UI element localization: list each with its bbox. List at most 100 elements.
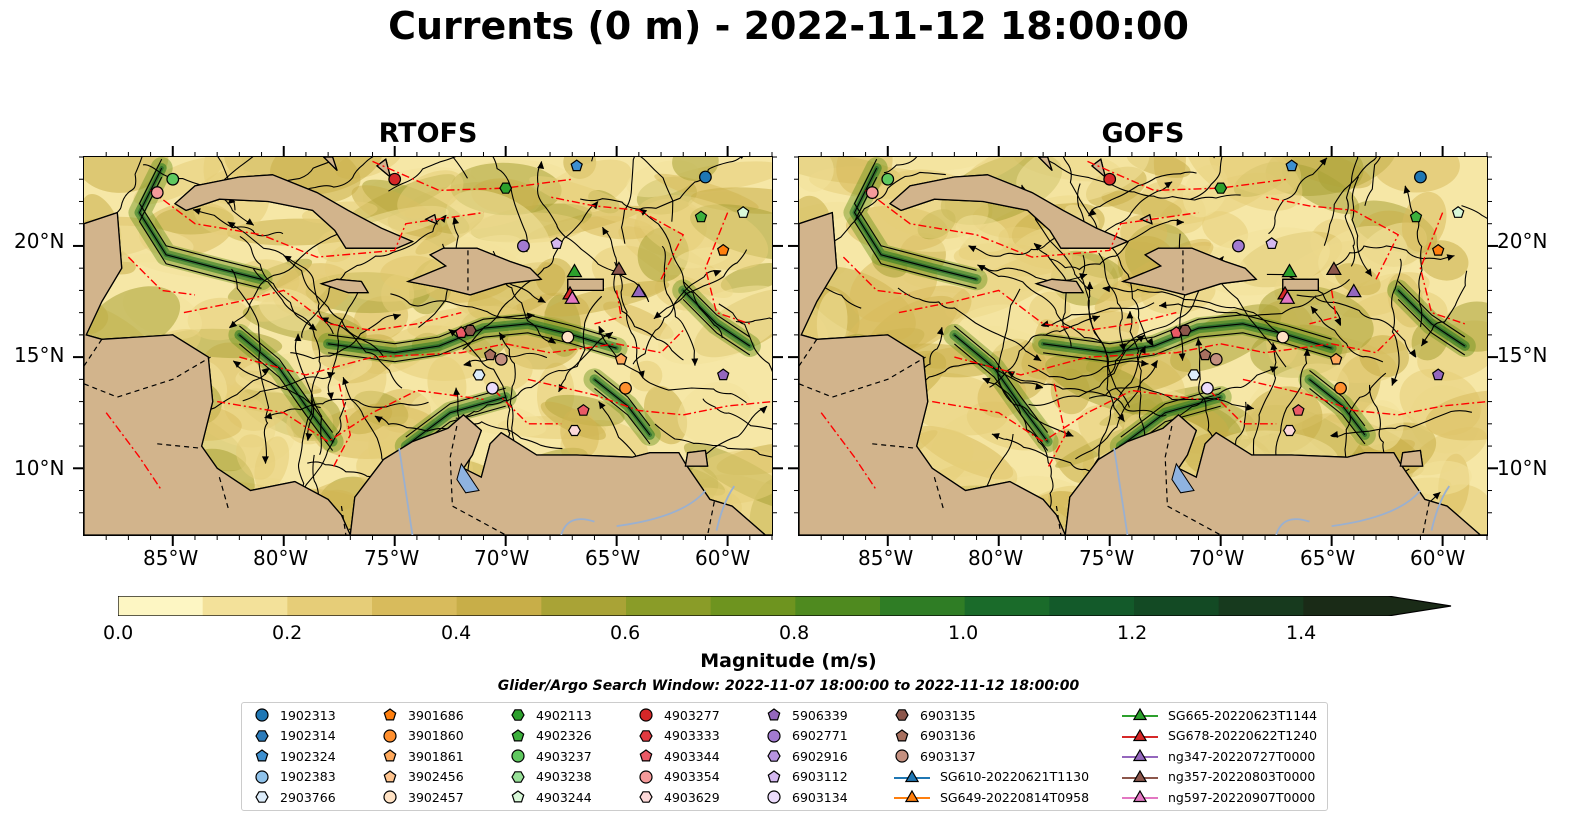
legend-triangle-icon <box>904 789 920 803</box>
glider-marker <box>1345 283 1362 298</box>
legend-marker-icon <box>255 749 269 762</box>
map-gofs[interactable] <box>798 156 1488 536</box>
legend-marker-icon <box>895 709 909 721</box>
legend-label: 1902314 <box>280 728 336 743</box>
legend-item: 6903112 <box>766 767 848 787</box>
legend-marker-icon <box>894 769 930 782</box>
legend-label: 4902326 <box>536 728 592 743</box>
legend-item: ng357-20220803T0000 <box>1122 767 1315 787</box>
x-tick-label: 85°W <box>143 546 199 570</box>
legend-marker-icon <box>1122 789 1158 803</box>
y-tick-label: 10°N <box>14 456 65 480</box>
float-marker <box>561 330 575 344</box>
legend-marker-icon <box>895 728 909 741</box>
colorbar-segment <box>1303 596 1389 616</box>
float-marker <box>1232 239 1245 253</box>
float-marker <box>1431 368 1445 381</box>
colorbar-tick-label: 0.0 <box>103 622 134 644</box>
legend-item: 4903629 <box>638 787 720 807</box>
float-marker <box>388 172 402 186</box>
colorbar-tick-label: 1.0 <box>948 622 979 644</box>
y-tick-label: 15°N <box>14 343 65 367</box>
legend-pentagon-icon <box>383 708 397 721</box>
colorbar <box>117 595 1453 617</box>
legend-label: 3902457 <box>408 789 464 805</box>
float-marker <box>485 381 499 395</box>
legend-label: 6903134 <box>792 789 848 805</box>
float-marker <box>716 243 730 256</box>
colorbar-segment <box>1049 596 1135 616</box>
legend-label: 4902113 <box>536 707 592 723</box>
y-tick-label: 20°N <box>14 229 65 253</box>
y-tick-label: 10°N <box>1497 456 1548 480</box>
legend-label: 1902383 <box>280 769 336 784</box>
legend-triangle-icon <box>1132 707 1148 721</box>
legend-marker-icon <box>1122 748 1158 762</box>
float-marker <box>1292 403 1305 416</box>
legend-marker-icon <box>639 729 653 742</box>
legend-pentagon-icon <box>511 790 525 803</box>
legend-label: 4903237 <box>536 748 592 764</box>
legend-pentagon-icon <box>511 728 525 741</box>
legend-item: 4902326 <box>510 726 592 746</box>
legend-marker-icon <box>511 790 525 803</box>
legend-item: 6903137 <box>894 746 976 766</box>
legend-hexagon-icon <box>895 709 909 721</box>
legend-circle-icon <box>383 728 397 743</box>
legend-label: 4903629 <box>664 789 720 805</box>
float-marker <box>1209 352 1223 366</box>
legend-item: 2903766 <box>254 787 336 807</box>
float-marker <box>1103 172 1117 186</box>
legend-marker-icon <box>767 728 781 743</box>
float-markers <box>150 159 750 437</box>
float-marker <box>499 182 513 194</box>
map-rtofs[interactable] <box>83 156 773 536</box>
legend-label: 2903766 <box>280 789 336 805</box>
float-marker <box>1178 324 1192 337</box>
float-marker <box>568 424 581 437</box>
legend-item: ng597-20220907T0000 <box>1122 787 1315 807</box>
float-marker <box>166 172 180 186</box>
legend-pentagon-icon <box>895 728 909 741</box>
legend-circle-icon <box>767 728 781 743</box>
legend-item: 3901861 <box>382 746 464 766</box>
legend-label: 3901861 <box>408 748 464 764</box>
legend-label: ng597-20220907T0000 <box>1168 789 1316 805</box>
legend-circle-icon <box>895 749 909 763</box>
legend-marker-icon <box>767 708 781 721</box>
legend-label: 4903277 <box>664 707 720 723</box>
float-marker <box>494 352 508 366</box>
legend-item: 4903344 <box>638 746 720 766</box>
legend-item: SG649-20220814T0958 <box>894 787 1089 807</box>
float-marker <box>1451 206 1465 218</box>
legend-label: 6903137 <box>920 748 976 764</box>
legend-item: 6903136 <box>894 726 976 746</box>
x-tick-label: 80°W <box>968 546 1024 570</box>
legend-label: 4903344 <box>664 748 720 764</box>
legend-item: 4902113 <box>510 705 592 725</box>
legend-hexagon-icon <box>255 729 269 742</box>
colorbar-segment <box>964 596 1050 616</box>
legend-marker-icon <box>1122 707 1158 721</box>
legend-label: 5906339 <box>792 707 848 723</box>
colorbar-tick-label: 0.4 <box>441 622 472 644</box>
colorbar-tick-label: 0.2 <box>272 622 303 644</box>
colorbar-tick-label: 0.6 <box>610 622 641 644</box>
colorbar-tick-label: 0.8 <box>779 622 810 644</box>
legend-label: 6903135 <box>920 707 976 723</box>
legend-marker-icon <box>511 728 525 741</box>
x-tick-label: 80°W <box>253 546 309 570</box>
legend-label: 1902324 <box>280 748 336 764</box>
legend-label: 4903238 <box>536 769 592 784</box>
legend-circle-icon <box>255 769 269 784</box>
colorbar-segment <box>118 596 204 616</box>
colorbar-tick-label: 1.4 <box>1286 622 1317 644</box>
y-tick-label: 15°N <box>1497 343 1548 367</box>
legend-marker-icon <box>639 749 653 762</box>
colorbar-segment <box>456 596 542 616</box>
glider-marker <box>1325 261 1342 276</box>
legend-triangle-icon <box>1132 789 1148 803</box>
colorbar-segment <box>626 596 712 616</box>
eez-boundaries <box>105 160 772 491</box>
country-borders <box>799 250 1430 535</box>
